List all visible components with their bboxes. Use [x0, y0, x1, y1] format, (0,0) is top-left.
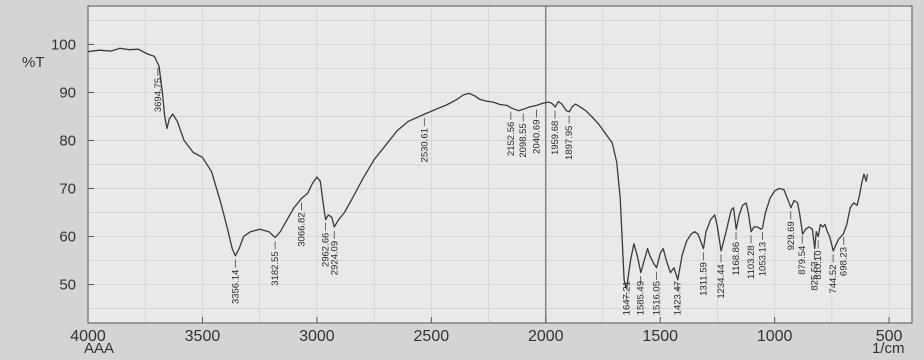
peak-label: 3066.82 — [297, 212, 308, 246]
peak-label: 2530.61 — [419, 128, 430, 162]
y-axis-label: %T — [22, 54, 45, 71]
x-tick-label: 2000 — [528, 328, 564, 345]
x-tick-label: 3500 — [185, 328, 221, 345]
peak-label: 744.52 — [828, 265, 839, 294]
y-tick-label: 70 — [59, 181, 76, 198]
y-tick-label: 90 — [59, 84, 76, 101]
peak-label: 698.23 — [839, 247, 850, 276]
peak-label: 1959.68 — [550, 121, 561, 155]
peak-label: 3356.14 — [230, 270, 241, 304]
spectrum-line — [87, 47, 869, 290]
grid — [87, 6, 912, 323]
peak-label: 879.54 — [797, 246, 808, 275]
y-tick-label: 50 — [59, 277, 76, 294]
y-tick-label: 80 — [59, 132, 76, 149]
peak-label: 1311.59 — [698, 262, 709, 296]
peak-label: 3694.75 — [153, 78, 164, 112]
peak-label: 1585.49 — [636, 281, 647, 315]
x-tick-label: 1000 — [757, 328, 793, 345]
y-axis-ticks: 100 90 80 70 60 50 — [51, 36, 94, 294]
peak-labels: 3694.75 3356.14 3182.55 3066.82 2962.662924.… — [153, 67, 850, 315]
peak-label: 1103.28 — [746, 245, 757, 279]
peak-label: 825.53 — [810, 262, 821, 291]
peak-label: 810.10 — [813, 251, 824, 280]
x-tick-label: 500 — [876, 328, 903, 345]
peak-label: 2040.69 — [532, 120, 543, 154]
peak-label: 1647.21 — [622, 281, 633, 315]
y-tick-label: 60 — [59, 229, 76, 246]
plot-frame — [87, 5, 913, 324]
peak-label: 1234.44 — [716, 264, 727, 298]
peak-label: 1516.05 — [652, 281, 663, 315]
peak-label: 929.69 — [786, 221, 797, 250]
plot-border — [87, 5, 913, 324]
x-axis-ticks: 4000 3500 3000 2500 2000 1500 1000 500 — [70, 317, 903, 345]
peak-label: 2962.66 — [320, 233, 331, 267]
peak-label: 2152.56 — [506, 122, 517, 156]
peak-label: 2924.09 — [329, 241, 340, 275]
peak-label: 3182.55 — [270, 251, 281, 285]
peak-label: 1168.86 — [731, 242, 742, 276]
x-axis-label-left: AAA — [84, 340, 114, 357]
peak-label: 2098.55 — [518, 123, 529, 157]
peak-label: 1897.95 — [564, 126, 575, 160]
peak-label: 1053.13 — [758, 242, 769, 276]
x-axis-label-right: 1/cm — [872, 340, 905, 357]
x-tick-label: 1500 — [642, 328, 678, 345]
peak-label: 1423.47 — [673, 281, 684, 315]
y-tick-label: 100 — [51, 36, 76, 53]
x-tick-label: 2500 — [414, 328, 450, 345]
x-tick-label: 3000 — [299, 328, 335, 345]
x-tick-label: 4000 — [70, 328, 106, 345]
